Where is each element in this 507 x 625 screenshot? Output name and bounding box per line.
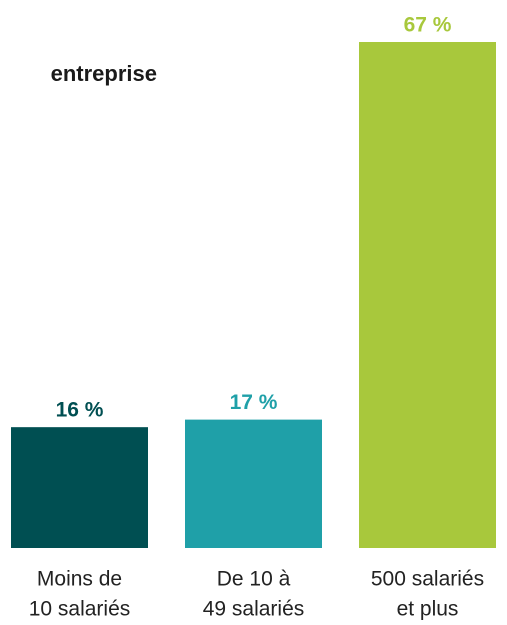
chart-title: entreprise [51, 61, 157, 86]
category-label: 49 salariés [203, 598, 305, 621]
category-label: De 10 à [217, 568, 291, 591]
category-label: 500 salariés [371, 568, 484, 591]
category-label: 10 salariés [29, 598, 131, 621]
value-label: 16 % [56, 399, 104, 422]
bar [11, 427, 148, 548]
value-label: 67 % [404, 14, 452, 37]
category-label: et plus [397, 598, 459, 621]
value-label: 17 % [230, 391, 278, 414]
bar [359, 42, 496, 548]
bar [185, 419, 322, 548]
category-label: Moins de [37, 568, 122, 591]
